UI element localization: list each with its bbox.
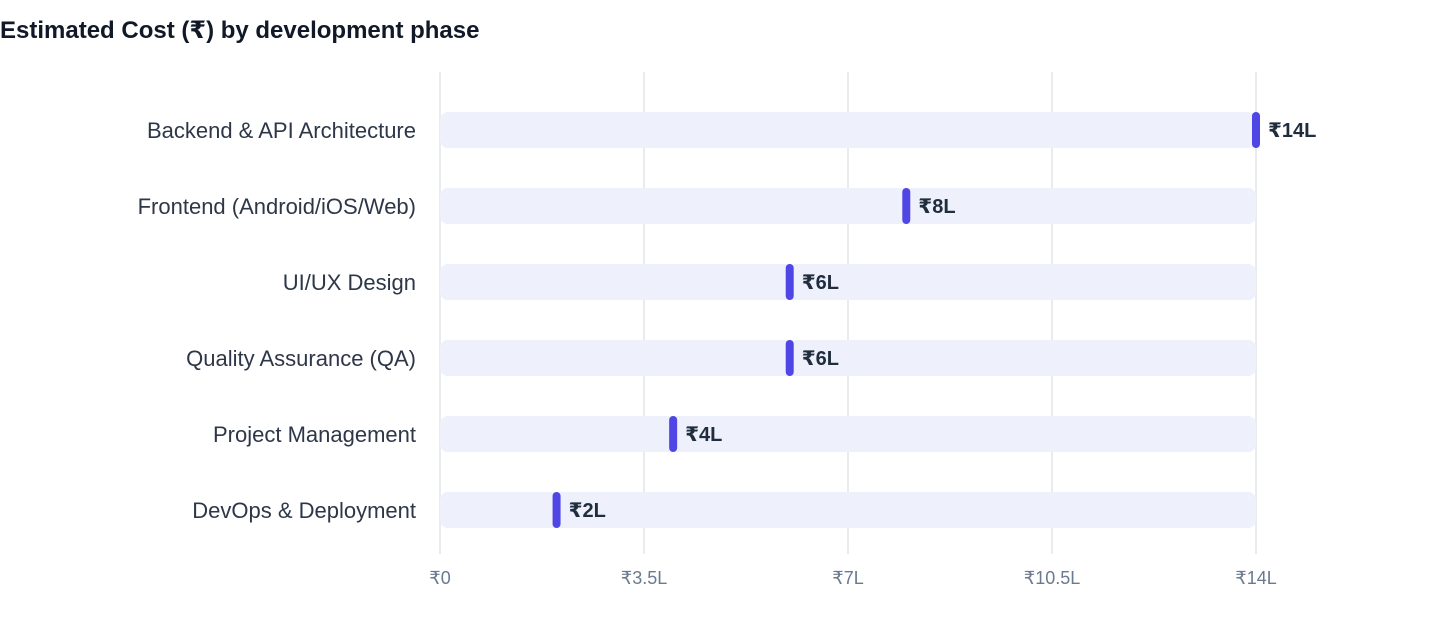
- bar-markers: [552, 112, 1260, 528]
- bar-track: [440, 416, 1256, 452]
- x-tick-label: ₹0: [429, 568, 450, 588]
- value-label: ₹2L: [569, 500, 606, 522]
- x-tick-label: ₹3.5L: [621, 568, 668, 588]
- bar-marker: [552, 492, 561, 528]
- category-label: Quality Assurance (QA): [186, 346, 416, 371]
- bar-marker: [785, 340, 794, 376]
- bar-marker: [1252, 112, 1260, 148]
- x-tick-label: ₹7L: [832, 568, 863, 588]
- bar-marker: [902, 188, 911, 224]
- x-tick-label: ₹14L: [1235, 568, 1276, 588]
- bar-tracks: [440, 112, 1256, 528]
- bar-track: [440, 112, 1256, 148]
- category-labels: Backend & API Architecture Frontend (Andr…: [138, 118, 416, 523]
- bar-track: [440, 340, 1256, 376]
- category-label: DevOps & Deployment: [192, 498, 416, 523]
- category-label: UI/UX Design: [283, 270, 416, 295]
- chart-title: Estimated Cost (₹) by development phase: [0, 17, 480, 44]
- category-label: Backend & API Architecture: [147, 118, 416, 143]
- bar-track: [440, 264, 1256, 300]
- category-label: Frontend (Android/iOS/Web): [138, 194, 416, 219]
- value-label: ₹6L: [802, 272, 839, 294]
- bar-track: [440, 492, 1256, 528]
- value-label: ₹8L: [918, 196, 955, 218]
- value-label: ₹6L: [802, 348, 839, 370]
- bar-track: [440, 188, 1256, 224]
- value-label: ₹4L: [685, 424, 722, 446]
- x-tick-label: ₹10.5L: [1024, 568, 1081, 588]
- x-axis-ticks: ₹0 ₹3.5L ₹7L ₹10.5L ₹14L: [429, 568, 1276, 588]
- value-label: ₹14L: [1268, 120, 1316, 142]
- grid-lines: [439, 72, 1257, 554]
- bar-marker: [785, 264, 794, 300]
- bar-marker: [669, 416, 678, 452]
- category-label: Project Management: [213, 422, 416, 447]
- value-labels: ₹14L ₹8L ₹6L ₹6L ₹4L ₹2L: [569, 120, 1317, 522]
